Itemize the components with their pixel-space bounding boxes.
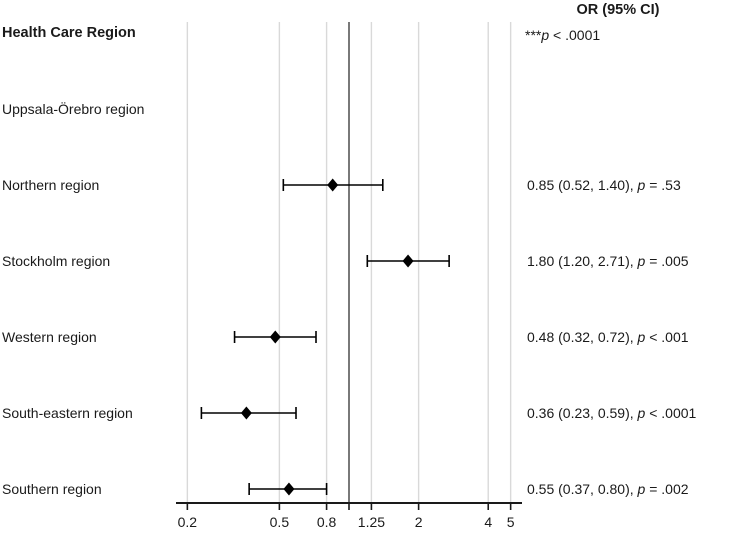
p-symbol: p bbox=[541, 27, 550, 43]
x-tick-label: 4 bbox=[484, 514, 492, 530]
significance-stars: *** bbox=[525, 27, 542, 43]
or-column-header: OR (95% CI) bbox=[576, 1, 660, 18]
or-ci-text: 0.85 (0.52, 1.40), bbox=[527, 177, 638, 193]
or-ci-text: 1.80 (1.20, 2.71), bbox=[527, 253, 638, 269]
group-label: Health Care Region bbox=[2, 24, 136, 41]
p-value-text: = .53 bbox=[645, 177, 681, 193]
row-label: Stockholm region bbox=[2, 253, 111, 269]
or-marker bbox=[402, 254, 414, 268]
x-tick-label: 0.8 bbox=[317, 514, 337, 530]
row-annotation: 0.36 (0.23, 0.59), p < .0001 bbox=[527, 406, 696, 420]
p-value-text: < .0001 bbox=[549, 27, 601, 43]
p-value-text: < .001 bbox=[645, 329, 689, 345]
row-annotation: 0.55 (0.37, 0.80), p = .002 bbox=[527, 482, 689, 496]
row-annotation: 0.48 (0.32, 0.72), p < .001 bbox=[527, 330, 689, 344]
row-annotation: 0.85 (0.52, 1.40), p = .53 bbox=[527, 178, 681, 192]
or-marker bbox=[269, 330, 281, 344]
p-value-text: = .005 bbox=[645, 253, 689, 269]
or-marker bbox=[240, 406, 252, 420]
x-tick-label: 1.25 bbox=[358, 514, 385, 530]
row-label: Northern region bbox=[2, 177, 100, 193]
p-symbol: p bbox=[637, 177, 646, 193]
p-symbol: p bbox=[637, 329, 646, 345]
or-ci-text: 0.48 (0.32, 0.72), bbox=[527, 329, 638, 345]
or-ci-text: 0.55 (0.37, 0.80), bbox=[527, 481, 638, 497]
or-ci-text: 0.36 (0.23, 0.59), bbox=[527, 405, 638, 421]
or-marker bbox=[283, 482, 295, 496]
p-symbol: p bbox=[637, 481, 646, 497]
row-label: Southern region bbox=[2, 481, 102, 497]
group-annotation: ***p < .0001 bbox=[525, 28, 600, 42]
row-label: Uppsala-Örebro region bbox=[2, 101, 145, 117]
p-value-text: = .002 bbox=[645, 481, 689, 497]
row-annotation: 1.80 (1.20, 2.71), p = .005 bbox=[527, 254, 689, 268]
p-symbol: p bbox=[637, 405, 646, 421]
x-tick-label: 0.5 bbox=[270, 514, 290, 530]
x-tick-label: 0.2 bbox=[178, 514, 198, 530]
x-tick-label: 2 bbox=[415, 514, 423, 530]
or-marker bbox=[327, 178, 339, 192]
p-value-text: < .0001 bbox=[645, 405, 697, 421]
x-tick-label: 5 bbox=[507, 514, 515, 530]
row-label: South-eastern region bbox=[2, 405, 133, 421]
p-symbol: p bbox=[637, 253, 646, 269]
row-label: Western region bbox=[2, 329, 97, 345]
